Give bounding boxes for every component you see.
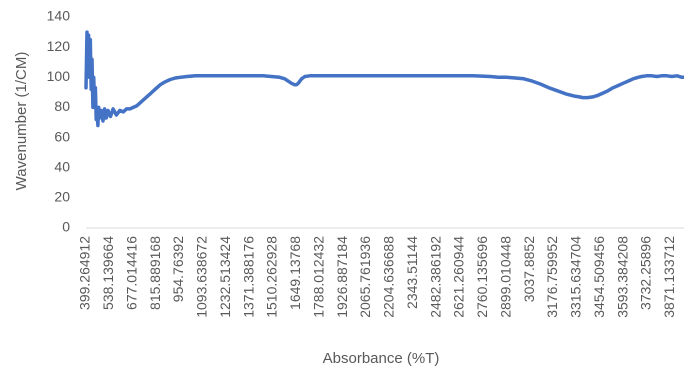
x-tick-label: 2065.761936 bbox=[357, 236, 373, 318]
x-tick-label: 538.139664 bbox=[100, 236, 116, 310]
x-tick-label: 954.76392 bbox=[170, 236, 186, 302]
x-tick-label: 1788.012432 bbox=[311, 236, 327, 318]
y-tick-label: 140 bbox=[47, 8, 71, 24]
x-tick-label: 3732.25896 bbox=[638, 236, 654, 310]
x-tick-label: 2482.386192 bbox=[427, 236, 443, 318]
x-tick-label: 1926.887184 bbox=[334, 236, 350, 318]
y-tick-label: 60 bbox=[54, 128, 70, 144]
y-tick-label: 40 bbox=[54, 158, 70, 174]
x-tick-label: 1649.13768 bbox=[287, 236, 303, 310]
x-tick-label: 1232.513424 bbox=[217, 236, 233, 318]
x-axis-title: Absorbance (%T) bbox=[323, 350, 440, 367]
x-tick-label: 815.889168 bbox=[147, 236, 163, 310]
x-tick-label: 1510.262928 bbox=[264, 236, 280, 318]
x-axis-ticks: 399.264912 538.139664 677.014416 815.889168… bbox=[77, 236, 677, 318]
x-tick-label: 1371.388176 bbox=[240, 236, 256, 318]
x-tick-label: 3593.384208 bbox=[614, 236, 630, 318]
y-axis-title: Wavenumber (1/CM) bbox=[13, 52, 30, 191]
x-tick-label: 2760.135696 bbox=[474, 236, 490, 318]
y-axis-ticks: 0 20 40 60 80 100 120 140 bbox=[47, 8, 71, 235]
x-tick-label: 3315.634704 bbox=[568, 236, 584, 318]
x-tick-label: 2204.636688 bbox=[381, 236, 397, 318]
x-tick-label: 3454.509456 bbox=[591, 236, 607, 318]
y-tick-label: 120 bbox=[47, 38, 71, 54]
x-tick-label: 3871.133712 bbox=[661, 236, 677, 318]
x-tick-label: 2899.010448 bbox=[498, 236, 514, 318]
x-tick-label: 1093.638672 bbox=[194, 236, 210, 318]
x-tick-label: 399.264912 bbox=[77, 236, 93, 310]
x-tick-label: 3176.759952 bbox=[544, 236, 560, 318]
x-tick-label: 2621.260944 bbox=[451, 236, 467, 318]
y-tick-label: 100 bbox=[47, 68, 71, 84]
y-tick-label: 0 bbox=[62, 219, 70, 235]
y-tick-label: 20 bbox=[54, 189, 70, 205]
x-tick-label: 3037.8852 bbox=[521, 236, 537, 302]
x-tick-label: 677.014416 bbox=[124, 236, 140, 310]
y-tick-label: 80 bbox=[54, 98, 70, 114]
series-line bbox=[84, 30, 684, 128]
x-tick-label: 2343.51144 bbox=[404, 236, 420, 309]
